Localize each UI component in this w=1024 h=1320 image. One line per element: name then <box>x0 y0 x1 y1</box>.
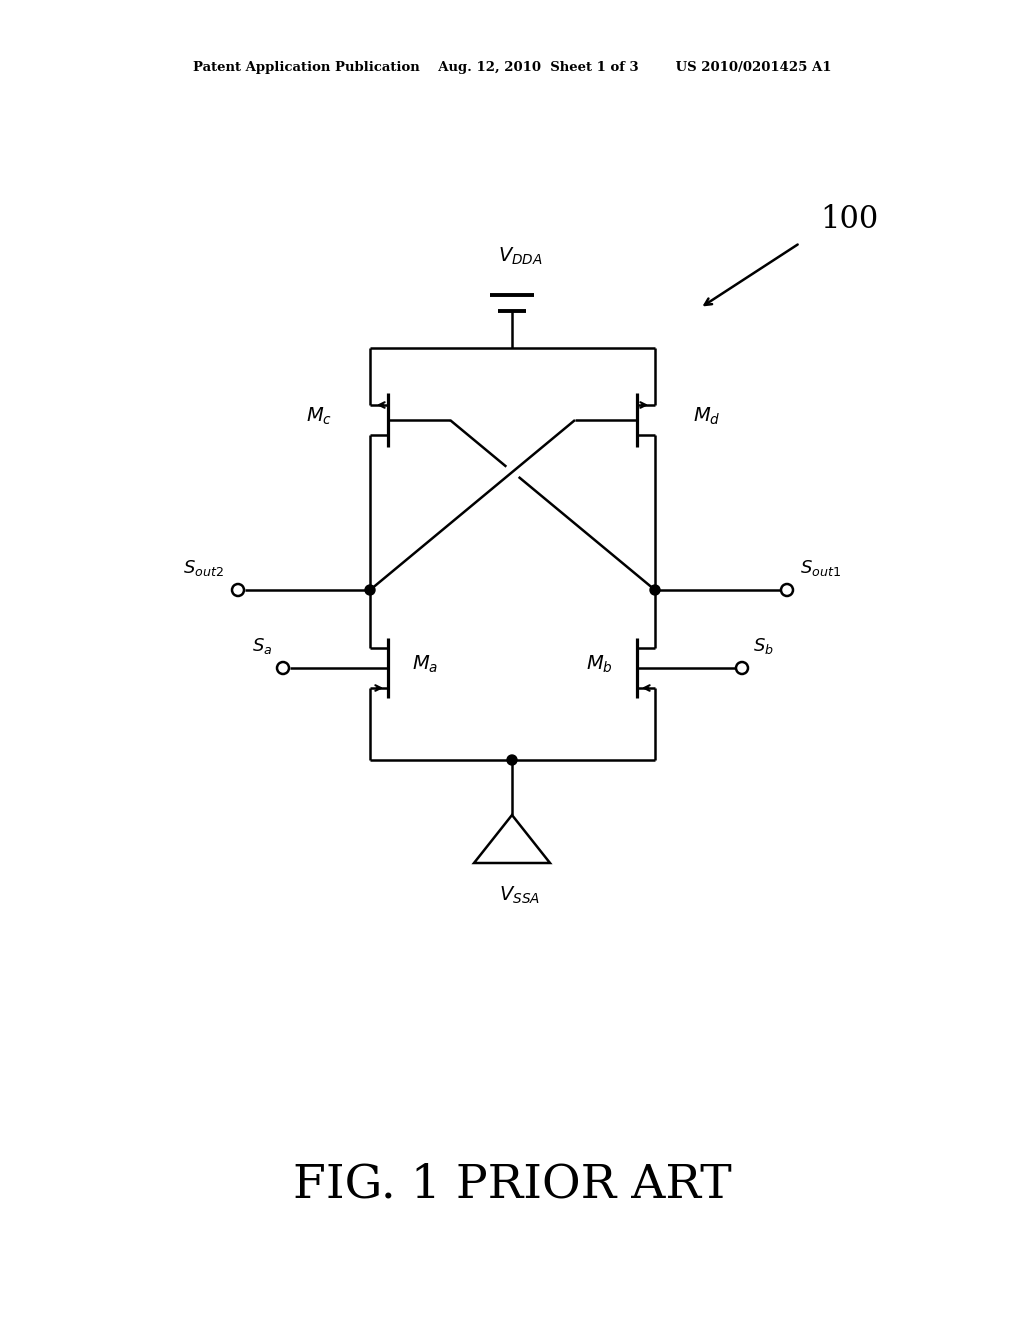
Circle shape <box>736 663 748 675</box>
Circle shape <box>507 755 517 766</box>
Text: $M_a$: $M_a$ <box>412 653 438 675</box>
Text: $M_c$: $M_c$ <box>306 405 332 426</box>
Circle shape <box>232 583 244 597</box>
Text: $S_{out2}$: $S_{out2}$ <box>183 558 224 578</box>
Text: $S_b$: $S_b$ <box>753 636 774 656</box>
Circle shape <box>650 585 660 595</box>
Circle shape <box>278 663 289 675</box>
Text: 100: 100 <box>820 205 879 235</box>
Text: $M_b$: $M_b$ <box>586 653 613 675</box>
Text: $S_a$: $S_a$ <box>252 636 272 656</box>
Text: $V_{SSA}$: $V_{SSA}$ <box>500 884 541 907</box>
Circle shape <box>781 583 793 597</box>
Text: FIG. 1 PRIOR ART: FIG. 1 PRIOR ART <box>293 1163 731 1208</box>
Text: $V_{DDA}$: $V_{DDA}$ <box>498 246 543 267</box>
Text: $S_{out1}$: $S_{out1}$ <box>800 558 841 578</box>
Text: $M_d$: $M_d$ <box>693 405 721 426</box>
Text: Patent Application Publication    Aug. 12, 2010  Sheet 1 of 3        US 2010/020: Patent Application Publication Aug. 12, … <box>193 62 831 74</box>
Circle shape <box>365 585 375 595</box>
